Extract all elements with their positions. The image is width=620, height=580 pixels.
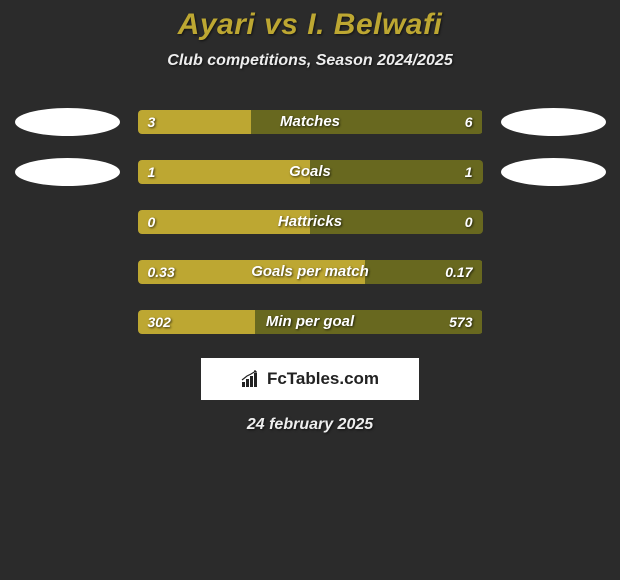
stat-row: 11Goals [0, 158, 620, 186]
stat-label: Hattricks [138, 210, 483, 234]
bar-chart-icon [241, 370, 263, 388]
player-left-marker [15, 108, 120, 136]
source-logo: FcTables.com [201, 358, 419, 400]
stat-label: Goals [138, 160, 483, 184]
stat-label: Goals per match [138, 260, 483, 284]
player-left-marker [15, 158, 120, 186]
spacer [15, 308, 120, 336]
comparison-infographic: Ayari vs I. Belwafi Club competitions, S… [0, 0, 620, 434]
stat-label: Matches [138, 110, 483, 134]
player-right-marker [501, 108, 606, 136]
page-title: Ayari vs I. Belwafi [0, 8, 620, 42]
stat-label: Min per goal [138, 310, 483, 334]
generation-date: 24 february 2025 [0, 416, 620, 434]
stat-bar: 302573Min per goal [138, 310, 483, 334]
spacer [501, 308, 606, 336]
stat-row: 00Hattricks [0, 208, 620, 236]
page-subtitle: Club competitions, Season 2024/2025 [0, 52, 620, 70]
stat-bar: 11Goals [138, 160, 483, 184]
logo-text: FcTables.com [267, 369, 379, 389]
stat-bar: 0.330.17Goals per match [138, 260, 483, 284]
stat-rows: 36Matches 11Goals 00Hattricks 0.330.17Goals… [0, 108, 620, 336]
stat-bar: 36Matches [138, 110, 483, 134]
stat-row: 0.330.17Goals per match [0, 258, 620, 286]
stat-bar: 00Hattricks [138, 210, 483, 234]
stat-row: 302573Min per goal [0, 308, 620, 336]
spacer [15, 258, 120, 286]
stat-row: 36Matches [0, 108, 620, 136]
spacer [15, 208, 120, 236]
player-right-marker [501, 158, 606, 186]
spacer [501, 258, 606, 286]
spacer [501, 208, 606, 236]
